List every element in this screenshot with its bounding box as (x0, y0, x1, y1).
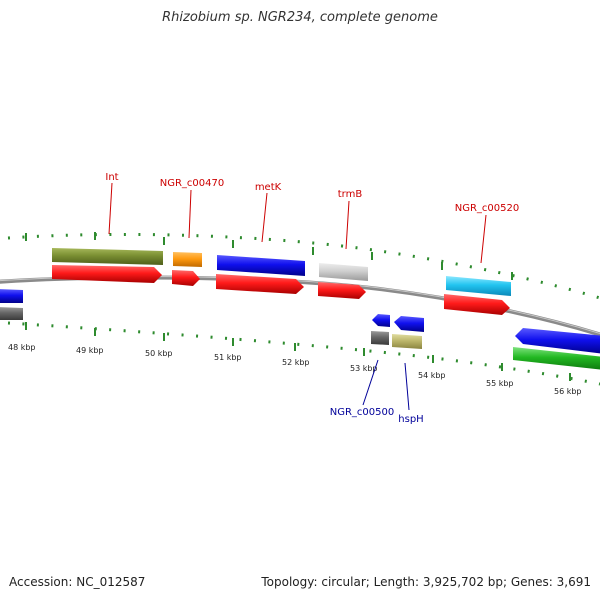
gene-arrow-right-edge[interactable] (515, 328, 600, 354)
gene-label-hsph[interactable]: hspH (398, 414, 423, 425)
scale-label: 50 kbp (145, 349, 173, 358)
gene-feature-left-edge[interactable] (0, 307, 23, 320)
gene-feature-int[interactable] (52, 248, 163, 265)
scale-label: 48 kbp (8, 343, 36, 352)
scale-label: 52 kbp (282, 358, 310, 367)
gene-label-trmb[interactable]: trmB (338, 189, 363, 200)
gene-arrow-ngr-c00500[interactable] (372, 314, 390, 327)
gene-arrow-trmb[interactable] (318, 282, 366, 299)
scale-label: 53 kbp (350, 364, 378, 373)
gene-feature-metk[interactable] (217, 255, 305, 276)
gene-arrow-left-edge[interactable] (0, 289, 23, 303)
scale-label: 54 kbp (418, 371, 446, 380)
inner-major-ticks (25, 322, 571, 381)
reverse-strand-genes (0, 289, 600, 370)
bottom-label-leaders (362, 359, 410, 411)
top-label-leaders (108, 182, 487, 264)
gene-arrow-int[interactable] (52, 265, 162, 283)
gene-label-ngr-c00500[interactable]: NGR_c00500 (330, 407, 395, 418)
accession-label: Accession: NC_012587 (9, 575, 146, 589)
gene-feature-right-edge[interactable] (513, 347, 600, 370)
scale-label: 55 kbp (486, 379, 514, 388)
gene-feature-ngr-c00500[interactable] (371, 331, 389, 345)
gene-feature-ngr-c00520[interactable] (446, 276, 511, 296)
gene-feature-trmb[interactable] (319, 263, 368, 281)
gene-arrow-ngr-c00520[interactable] (444, 294, 510, 315)
gene-feature-hsph[interactable] (392, 334, 422, 349)
map-title: Rhizobium sp. NGR234, complete genome (162, 10, 438, 25)
gene-feature-ngr-c00470[interactable] (173, 252, 202, 267)
feature-track-outer (52, 248, 511, 296)
gene-label-int[interactable]: Int (105, 172, 118, 183)
gene-label-ngr-c00470[interactable]: NGR_c00470 (160, 178, 225, 189)
gene-arrow-ngr-c00470[interactable] (172, 270, 200, 286)
gene-label-metk[interactable]: metK (255, 182, 282, 193)
forward-strand-genes (52, 265, 510, 315)
scale-label: 56 kbp (554, 387, 582, 396)
scale-label: 51 kbp (214, 353, 242, 362)
outer-major-ticks (25, 232, 513, 280)
gene-label-ngr-c00520[interactable]: NGR_c00520 (455, 203, 520, 214)
scale-label: 49 kbp (76, 346, 104, 355)
gene-arrow-metk[interactable] (216, 274, 304, 294)
gene-arrow-hsph[interactable] (394, 316, 424, 332)
genome-summary: Topology: circular; Length: 3,925,702 bp… (261, 575, 591, 589)
